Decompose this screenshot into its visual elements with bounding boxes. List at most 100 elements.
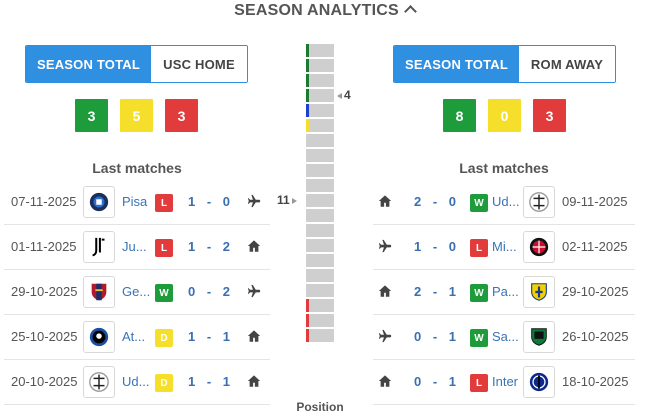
position-cell — [306, 134, 334, 147]
plane-icon — [247, 194, 263, 210]
away-score: 1 — [448, 374, 458, 389]
result-badge: L — [155, 239, 173, 257]
left-team-position: 11 — [277, 193, 297, 207]
position-cell — [306, 104, 334, 117]
parma-crest-icon[interactable] — [523, 276, 555, 308]
left-tab-toggle: SEASON TOTAL USC HOME — [25, 45, 248, 83]
opponent-name[interactable]: Ud... — [122, 374, 150, 389]
away-score: 1 — [448, 284, 458, 299]
right-tab-away[interactable]: ROM AWAY — [519, 46, 615, 82]
match-row[interactable]: 01-11-2025 Ju... L 1 - 2 — [4, 225, 270, 270]
position-cell — [306, 269, 334, 282]
position-cell — [306, 119, 334, 132]
result-badge: L — [470, 239, 488, 257]
home-icon — [247, 239, 263, 255]
juventus-crest-icon[interactable] — [83, 231, 115, 263]
match-score: 2 - 0 — [414, 194, 458, 209]
match-row[interactable]: 0 - 1 L Inter 18-10-2025 — [373, 360, 635, 405]
home-score: 1 — [188, 374, 197, 389]
match-row[interactable]: 2 - 0 W Ud... 09-11-2025 — [373, 180, 635, 225]
chevron-up-icon[interactable] — [403, 5, 417, 18]
udinese-crest-icon[interactable] — [523, 186, 555, 218]
match-date: 01-11-2025 — [11, 239, 77, 254]
match-score: 1 - 1 — [188, 329, 232, 344]
position-cell — [306, 59, 334, 72]
section-title: SEASON ANALYTICS — [234, 2, 399, 19]
position-cell — [306, 194, 334, 207]
away-score: 0 — [222, 194, 232, 209]
zone-marker — [306, 104, 309, 117]
opponent-name[interactable]: At... — [122, 329, 146, 344]
zone-marker — [306, 74, 309, 87]
left-losses-count: 3 — [165, 99, 198, 132]
opponent-name[interactable]: Mi... — [492, 239, 517, 254]
away-score: 1 — [448, 329, 458, 344]
genoa-crest-icon[interactable] — [83, 276, 115, 308]
opponent-name[interactable]: Sa... — [492, 329, 519, 344]
match-date: 29-10-2025 — [11, 284, 78, 299]
result-badge: W — [155, 284, 173, 302]
away-score: 2 — [222, 284, 232, 299]
match-row[interactable]: 1 - 0 L Mi... 02-11-2025 — [373, 225, 635, 270]
atalanta-crest-icon[interactable] — [83, 321, 115, 353]
match-score: 1 - 0 — [414, 239, 458, 254]
away-score: 0 — [448, 239, 458, 254]
match-score: 0 - 1 — [414, 329, 458, 344]
position-cell — [306, 164, 334, 177]
match-row[interactable]: 2 - 1 W Pa... 29-10-2025 — [373, 270, 635, 315]
position-cell — [306, 284, 334, 297]
away-score: 2 — [222, 239, 232, 254]
opponent-name[interactable]: Inter — [492, 374, 519, 389]
right-team-position: 4 — [337, 88, 351, 102]
right-losses-count: 3 — [533, 99, 566, 132]
right-last-matches-title: Last matches — [459, 160, 549, 176]
match-score: 0 - 1 — [414, 374, 458, 389]
home-score: 1 — [188, 194, 197, 209]
match-row[interactable]: 0 - 1 W Sa... 26-10-2025 — [373, 315, 635, 360]
home-icon — [247, 329, 263, 345]
position-cell — [306, 239, 334, 252]
position-cell — [306, 149, 334, 162]
milan-crest-icon[interactable] — [523, 231, 555, 263]
away-score: 1 — [222, 329, 232, 344]
pisa-crest-icon[interactable] — [83, 186, 115, 218]
left-matches-list: 07-11-2025 Pisa L 1 - 0 01-11-2025 Ju... L 1 - … — [4, 180, 270, 405]
home-icon — [247, 374, 263, 390]
right-matches-list: 2 - 0 W Ud... 09-11-2025 1 - 0 L Mi... 02-11-20… — [373, 180, 635, 405]
match-row[interactable]: 07-11-2025 Pisa L 1 - 0 — [4, 180, 270, 225]
right-tab-toggle: SEASON TOTAL ROM AWAY — [393, 45, 616, 83]
zone-marker — [306, 299, 309, 312]
home-score: 0 — [188, 284, 197, 299]
home-score: 0 — [414, 374, 423, 389]
match-row[interactable]: 29-10-2025 Ge... W 0 - 2 — [4, 270, 270, 315]
position-cell — [306, 74, 334, 87]
opponent-name[interactable]: Ud... — [492, 194, 520, 209]
inter-crest-icon[interactable] — [523, 366, 555, 398]
home-score: 2 — [414, 284, 423, 299]
match-row[interactable]: 25-10-2025 At... D 1 - 1 — [4, 315, 270, 360]
opponent-name[interactable]: Ju... — [122, 239, 147, 254]
match-row[interactable]: 20-10-2025 Ud... D 1 - 1 — [4, 360, 270, 405]
match-date: 02-11-2025 — [562, 239, 628, 254]
result-badge: L — [470, 374, 488, 392]
left-last-matches-title: Last matches — [92, 160, 182, 176]
triangle-right-icon — [291, 198, 297, 204]
position-cell — [306, 44, 334, 57]
udinese-crest-icon[interactable] — [83, 366, 115, 398]
zone-marker — [306, 119, 309, 132]
left-result-counts: 3 5 3 — [75, 99, 198, 132]
left-tab-season-total[interactable]: SEASON TOTAL — [26, 46, 151, 82]
opponent-name[interactable]: Pisa — [122, 194, 148, 209]
opponent-name[interactable]: Pa... — [492, 284, 519, 299]
home-icon — [378, 284, 394, 300]
position-cell — [306, 224, 334, 237]
right-tab-season-total[interactable]: SEASON TOTAL — [394, 46, 519, 82]
position-bar — [306, 44, 334, 344]
result-badge: W — [470, 284, 488, 302]
section-header[interactable]: SEASON ANALYTICS — [0, 2, 649, 20]
opponent-name[interactable]: Ge... — [122, 284, 151, 299]
sassuolo-crest-icon[interactable] — [523, 321, 555, 353]
zone-marker — [306, 314, 309, 327]
left-draws-count: 5 — [120, 99, 153, 132]
left-tab-home[interactable]: USC HOME — [151, 46, 247, 82]
